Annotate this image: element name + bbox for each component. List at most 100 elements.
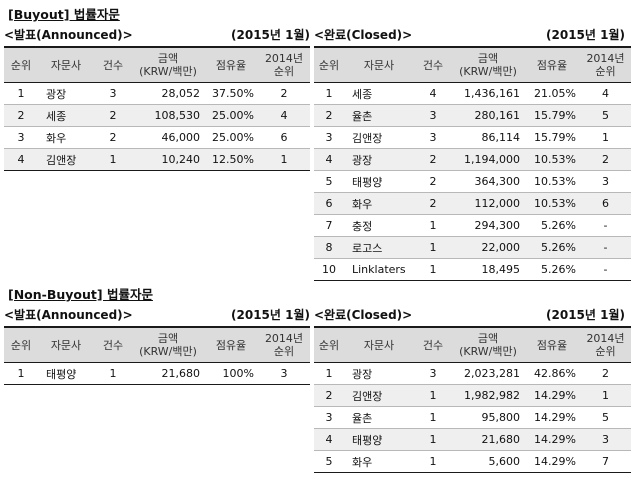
- column-header-prev-rank: 2014년 순위: [580, 46, 631, 83]
- cell-amount: 112,000: [452, 192, 524, 215]
- table-row: 4 태평양 1 21,680 14.29% 3: [314, 428, 631, 451]
- cell-amount: 280,161: [452, 104, 524, 127]
- column-header-rank: 순위: [4, 326, 38, 363]
- buyout-announced-period: (2015년 1월): [231, 28, 310, 42]
- cell-amount: 108,530: [132, 104, 204, 127]
- column-header-advisor: 자문사: [38, 326, 94, 363]
- cell-rank: 1: [4, 82, 38, 105]
- column-header-amount: 금액 (KRW/백만): [132, 46, 204, 83]
- cell-advisor: 태평양: [344, 428, 414, 451]
- cell-share: 21.05%: [524, 82, 580, 105]
- cell-deal-count: 1: [414, 450, 452, 473]
- cell-amount: 86,114: [452, 126, 524, 149]
- cell-deal-count: 1: [414, 236, 452, 259]
- column-header-rank: 순위: [314, 46, 344, 83]
- column-header-share: 점유율: [204, 46, 258, 83]
- cell-prev-rank: 7: [580, 450, 631, 473]
- column-header-deal-count: 건수: [414, 326, 452, 363]
- table-row: 7 충정 1 294,300 5.26% -: [314, 214, 631, 237]
- cell-prev-rank: 4: [580, 82, 631, 105]
- cell-deal-count: 2: [414, 148, 452, 171]
- buyout-closed-table: 순위 자문사 건수 금액 (KRW/백만) 점유율 2014년 순위 1 세종 4 1,436,161…: [314, 46, 631, 281]
- table-row: 4 광장 2 1,194,000 10.53% 2: [314, 148, 631, 171]
- buyout-closed-header: <완료(Closed)> (2015년 1월): [314, 25, 625, 43]
- cell-deal-count: 3: [94, 82, 132, 105]
- column-header-deal-count: 건수: [94, 326, 132, 363]
- cell-advisor: 김앤장: [344, 126, 414, 149]
- cell-rank: 3: [314, 126, 344, 149]
- non-buyout-closed-header: <완료(Closed)> (2015년 1월): [314, 305, 625, 323]
- cell-rank: 6: [314, 192, 344, 215]
- cell-prev-rank: 3: [258, 362, 310, 385]
- cell-amount: 364,300: [452, 170, 524, 193]
- cell-rank: 1: [314, 362, 344, 385]
- cell-amount: 18,495: [452, 258, 524, 281]
- table-row: 2 세종 2 108,530 25.00% 4: [4, 104, 310, 127]
- cell-amount: 1,982,982: [452, 384, 524, 407]
- cell-rank: 4: [4, 148, 38, 171]
- cell-rank: 5: [314, 450, 344, 473]
- cell-rank: 1: [314, 82, 344, 105]
- cell-rank: 2: [4, 104, 38, 127]
- cell-share: 100%: [204, 362, 258, 385]
- table-row: 2 율촌 3 280,161 15.79% 5: [314, 104, 631, 127]
- cell-share: 25.00%: [204, 104, 258, 127]
- cell-advisor: 광장: [344, 148, 414, 171]
- cell-rank: 2: [314, 104, 344, 127]
- cell-deal-count: 1: [414, 258, 452, 281]
- non-buyout-announced-label: <발표(Announced)>: [4, 308, 133, 322]
- cell-prev-rank: 3: [580, 428, 631, 451]
- column-header-advisor: 자문사: [344, 46, 414, 83]
- cell-advisor: Linklaters: [344, 258, 414, 281]
- cell-share: 15.79%: [524, 126, 580, 149]
- cell-prev-rank: -: [580, 258, 631, 281]
- cell-deal-count: 3: [414, 126, 452, 149]
- cell-advisor: 세종: [344, 82, 414, 105]
- cell-prev-rank: 2: [258, 82, 310, 105]
- cell-share: 37.50%: [204, 82, 258, 105]
- cell-amount: 10,240: [132, 148, 204, 171]
- cell-share: 5.26%: [524, 214, 580, 237]
- cell-deal-count: 3: [414, 362, 452, 385]
- cell-share: 14.29%: [524, 428, 580, 451]
- cell-share: 14.29%: [524, 406, 580, 429]
- cell-rank: 3: [314, 406, 344, 429]
- table-header-row: 순위 자문사 건수 금액 (KRW/백만) 점유율 2014년 순위: [4, 46, 310, 83]
- cell-advisor: 태평양: [38, 362, 94, 385]
- cell-amount: 1,436,161: [452, 82, 524, 105]
- cell-share: 42.86%: [524, 362, 580, 385]
- cell-rank: 8: [314, 236, 344, 259]
- cell-deal-count: 2: [94, 104, 132, 127]
- table-row: 10 Linklaters 1 18,495 5.26% -: [314, 258, 631, 281]
- column-header-share: 점유율: [524, 46, 580, 83]
- cell-rank: 4: [314, 148, 344, 171]
- column-header-share: 점유율: [204, 326, 258, 363]
- cell-share: 14.29%: [524, 450, 580, 473]
- table-row: 8 로고스 1 22,000 5.26% -: [314, 236, 631, 259]
- cell-prev-rank: 2: [580, 362, 631, 385]
- cell-deal-count: 1: [414, 214, 452, 237]
- table-header-row: 순위 자문사 건수 금액 (KRW/백만) 점유율 2014년 순위: [314, 326, 631, 363]
- cell-share: 10.53%: [524, 148, 580, 171]
- cell-rank: 4: [314, 428, 344, 451]
- cell-rank: 3: [4, 126, 38, 149]
- non-buyout-announced-header: <발표(Announced)> (2015년 1월): [4, 305, 310, 323]
- cell-deal-count: 2: [414, 170, 452, 193]
- table-row: 3 김앤장 3 86,114 15.79% 1: [314, 126, 631, 149]
- non-buyout-closed-label: <완료(Closed)>: [314, 308, 413, 322]
- column-header-deal-count: 건수: [414, 46, 452, 83]
- table-header-row: 순위 자문사 건수 금액 (KRW/백만) 점유율 2014년 순위: [314, 46, 631, 83]
- cell-prev-rank: 2: [580, 148, 631, 171]
- buyout-announced-table: 순위 자문사 건수 금액 (KRW/백만) 점유율 2014년 순위 1 광장 3 28,052 37.…: [4, 46, 310, 171]
- cell-share: 12.50%: [204, 148, 258, 171]
- cell-prev-rank: 4: [258, 104, 310, 127]
- table-row: 2 김앤장 1 1,982,982 14.29% 1: [314, 384, 631, 407]
- cell-advisor: 율촌: [344, 104, 414, 127]
- table-row: 4 김앤장 1 10,240 12.50% 1: [4, 148, 310, 171]
- cell-rank: 7: [314, 214, 344, 237]
- cell-prev-rank: 5: [580, 104, 631, 127]
- cell-amount: 2,023,281: [452, 362, 524, 385]
- cell-advisor: 세종: [38, 104, 94, 127]
- cell-prev-rank: 6: [580, 192, 631, 215]
- cell-deal-count: 2: [94, 126, 132, 149]
